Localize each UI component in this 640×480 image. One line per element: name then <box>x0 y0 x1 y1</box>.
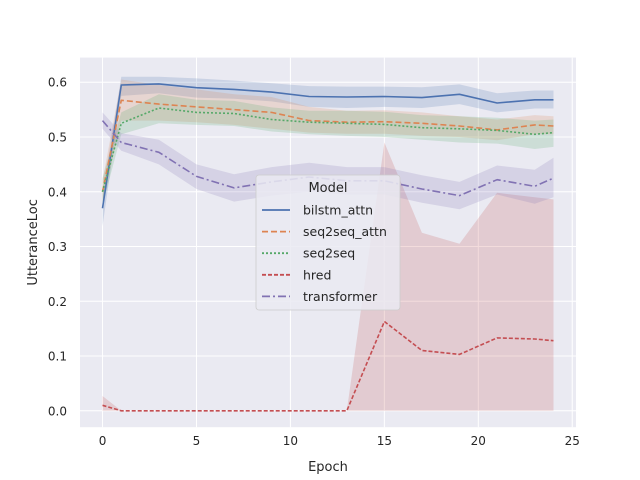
y-tick-label: 0.2 <box>48 295 67 309</box>
y-tick-labels: 0.0 0.1 0.2 0.3 0.4 0.5 0.6 <box>48 76 67 419</box>
x-tick-label: 25 <box>565 434 580 448</box>
legend-label-hred: hred <box>303 267 331 282</box>
legend-label-bilstm-attn: bilstm_attn <box>303 203 373 218</box>
x-tick-label: 0 <box>99 434 107 448</box>
line-bilstm-attn <box>101 83 554 209</box>
band-seq2seq <box>102 94 554 206</box>
y-tick-label: 0.3 <box>48 240 67 254</box>
band-hred <box>102 142 554 411</box>
legend-items: bilstm_attn seq2seq_attn seq2seq hred transf… <box>262 203 387 304</box>
legend-title: Model <box>308 181 347 196</box>
x-tick-label: 5 <box>193 434 201 448</box>
legend-label-transformer: transformer <box>303 289 378 304</box>
series-lines <box>101 83 554 412</box>
y-tick-label: 0.1 <box>48 350 67 364</box>
y-axis-label: UtteranceLoc <box>26 199 41 286</box>
x-tick-labels: 0 5 10 15 20 25 <box>99 434 580 448</box>
x-tick-label: 10 <box>283 434 298 448</box>
y-tick-label: 0.4 <box>48 185 67 199</box>
line-seq2seq-attn <box>101 99 554 192</box>
band-bilstm-attn <box>102 76 554 227</box>
line-hred <box>102 320 554 412</box>
confidence-bands <box>102 76 554 411</box>
band-seq2seq-attn <box>102 79 554 203</box>
x-axis-label: Epoch <box>308 460 348 475</box>
y-tick-label: 0.5 <box>48 130 67 144</box>
x-tick-label: 20 <box>471 434 486 448</box>
y-tick-label: 0.0 <box>48 404 67 418</box>
x-tick-label: 15 <box>377 434 392 448</box>
y-tick-label: 0.6 <box>48 76 67 90</box>
legend-box <box>255 174 401 311</box>
band-transformer <box>102 112 554 210</box>
legend-label-seq2seq: seq2seq <box>303 246 355 261</box>
legend-label-seq2seq-attn: seq2seq_attn <box>303 224 387 239</box>
legend: Model bilstm_attn seq2seq_attn seq2seq hred… <box>255 174 401 311</box>
line-seq2seq <box>101 107 554 193</box>
